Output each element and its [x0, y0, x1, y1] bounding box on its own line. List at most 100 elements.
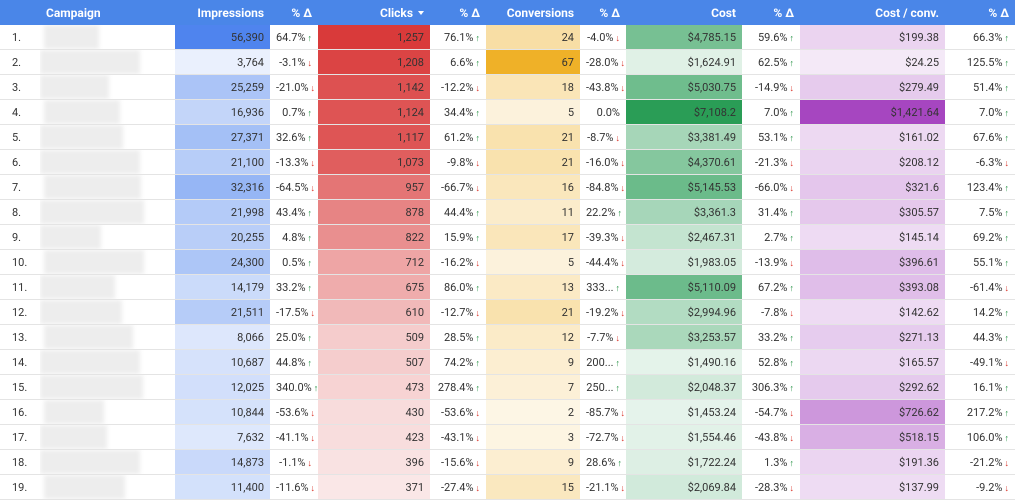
- column-header[interactable]: Cost: [626, 0, 742, 25]
- metric-cell: 1,124: [318, 99, 430, 125]
- delta-cell: 4.8% ↑: [270, 224, 318, 250]
- metric-cell: $1,421.64: [800, 99, 945, 125]
- column-header[interactable]: % Δ: [430, 0, 486, 25]
- delta-cell: 44.3% ↑: [945, 324, 1015, 350]
- delta-arrow: ↑: [475, 233, 481, 244]
- delta-cell: -72.7% ↓: [580, 424, 626, 450]
- delta-arrow: ↓: [620, 433, 626, 444]
- metric-cell: 7,632: [175, 424, 270, 450]
- delta-value: -85.7%: [586, 405, 619, 419]
- delta-arrow: ↓: [615, 333, 621, 344]
- delta-cell: -44.4% ↓: [580, 249, 626, 275]
- table-row: 6. 21,100 -13.3% ↓ 1,073 -9.8% ↓ 21 -16.0% ↓ $4,37…: [0, 149, 1015, 175]
- column-header[interactable]: % Δ: [742, 0, 800, 25]
- delta-value: 33.2%: [276, 280, 306, 294]
- delta-cell: 0.5% ↑: [270, 249, 318, 275]
- metric-cell: $396.61: [800, 249, 945, 275]
- metric-cell: $3,253.57: [626, 324, 742, 350]
- delta-value: 43.4%: [276, 205, 306, 219]
- metric-cell: 371: [318, 474, 430, 500]
- campaign-cell: [40, 99, 175, 125]
- metric-cell: 5: [486, 99, 580, 125]
- delta-value: 59.6%: [757, 30, 788, 44]
- row-number: 7.: [0, 174, 40, 200]
- delta-cell: 0.7% ↑: [270, 99, 318, 125]
- metric-cell: $199.38: [800, 25, 945, 50]
- delta-cell: 64.7% ↑: [270, 25, 318, 50]
- delta-arrow: ↑: [475, 133, 481, 144]
- delta-value: 14.2%: [972, 305, 1003, 319]
- delta-arrow: ↑: [1004, 108, 1010, 119]
- row-number: 11.: [0, 274, 40, 300]
- metric-cell: $24.25: [800, 49, 945, 75]
- delta-arrow: ↓: [789, 83, 795, 94]
- metric-cell: 9: [486, 349, 580, 375]
- delta-value: -8.7%: [587, 130, 614, 144]
- delta-value: 66.3%: [972, 30, 1003, 44]
- metric-cell: $4,785.15: [626, 25, 742, 50]
- delta-arrow: ↑: [1004, 383, 1010, 394]
- delta-cell: 278.4% ↑: [430, 374, 486, 400]
- delta-value: 34.4%: [443, 105, 474, 119]
- redacted-name: [40, 150, 140, 174]
- metric-cell: $393.08: [800, 274, 945, 300]
- delta-arrow: ↓: [620, 83, 626, 94]
- column-header[interactable]: Conversions: [486, 0, 580, 25]
- column-header[interactable]: % Δ: [270, 0, 318, 25]
- delta-arrow: ↓: [789, 408, 795, 419]
- column-header[interactable]: Campaign: [40, 0, 175, 25]
- redacted-name: [40, 350, 140, 374]
- column-header[interactable]: % Δ: [945, 0, 1015, 25]
- column-header[interactable]: Impressions: [175, 0, 270, 25]
- table-row: 9. 20,255 4.8% ↑ 822 15.9% ↑ 17 -39.3% ↓ $2,467.31…: [0, 224, 1015, 250]
- delta-cell: -12.2% ↓: [430, 74, 486, 100]
- delta-cell: 66.3% ↑: [945, 25, 1015, 50]
- sort-icon[interactable]: [418, 11, 424, 16]
- column-header[interactable]: Cost / conv.: [800, 0, 945, 25]
- campaign-cell: [40, 25, 175, 50]
- delta-arrow: ↓: [789, 308, 795, 319]
- metric-cell: $191.36: [800, 449, 945, 475]
- column-header[interactable]: % Δ: [580, 0, 626, 25]
- delta-cell: 22.2% ↑: [580, 199, 626, 225]
- delta-value: 64.7%: [276, 30, 306, 44]
- metric-cell: $5,145.53: [626, 174, 742, 200]
- delta-cell: 15.9% ↑: [430, 224, 486, 250]
- delta-arrow: ↓: [789, 183, 795, 194]
- delta-value: -53.6%: [440, 405, 474, 419]
- table-row: 5. 27,371 32.6% ↑ 1,117 61.2% ↑ 21 -8.7% ↓ $3,381.…: [0, 124, 1015, 150]
- metric-cell: 27,371: [175, 124, 270, 150]
- metric-cell: 21,998: [175, 199, 270, 225]
- delta-value: -49.1%: [969, 355, 1003, 369]
- delta-arrow: ↑: [1004, 233, 1010, 244]
- delta-arrow: ↓: [310, 83, 316, 94]
- delta-arrow: ↑: [475, 283, 481, 294]
- metric-cell: $2,048.37: [626, 374, 742, 400]
- redacted-name: [44, 100, 120, 124]
- delta-arrow: ↑: [307, 133, 313, 144]
- metric-cell: 14,873: [175, 449, 270, 475]
- delta-arrow: ↑: [615, 283, 621, 294]
- delta-value: 125.5%: [966, 55, 1003, 69]
- metric-cell: $2,994.96: [626, 299, 742, 325]
- delta-arrow: ↓: [620, 308, 626, 319]
- delta-value: 69.2%: [972, 230, 1003, 244]
- delta-value: 0.5%: [282, 255, 306, 269]
- delta-arrow: ↑: [475, 208, 481, 219]
- column-header[interactable]: Clicks: [318, 0, 430, 25]
- delta-value: -64.5%: [276, 180, 309, 194]
- delta-cell: -7.8% ↓: [742, 299, 800, 325]
- delta-cell: -21.0% ↓: [270, 74, 318, 100]
- metric-cell: $137.99: [800, 474, 945, 500]
- delta-cell: 16.1% ↑: [945, 374, 1015, 400]
- metric-cell: 610: [318, 299, 430, 325]
- delta-arrow: ↓: [475, 433, 481, 444]
- metric-cell: $3,361.3: [626, 199, 742, 225]
- delta-arrow: ↑: [1004, 258, 1010, 269]
- table-body: 1. 56,390 64.7% ↑ 1,257 76.1% ↑ 24 -4.0% ↓ $4,785.…: [0, 25, 1015, 500]
- delta-arrow: ↑: [789, 58, 795, 69]
- redacted-name: [44, 175, 141, 199]
- delta-arrow: ↓: [475, 458, 481, 469]
- metric-cell: $161.02: [800, 124, 945, 150]
- delta-value: -43.8%: [586, 80, 619, 94]
